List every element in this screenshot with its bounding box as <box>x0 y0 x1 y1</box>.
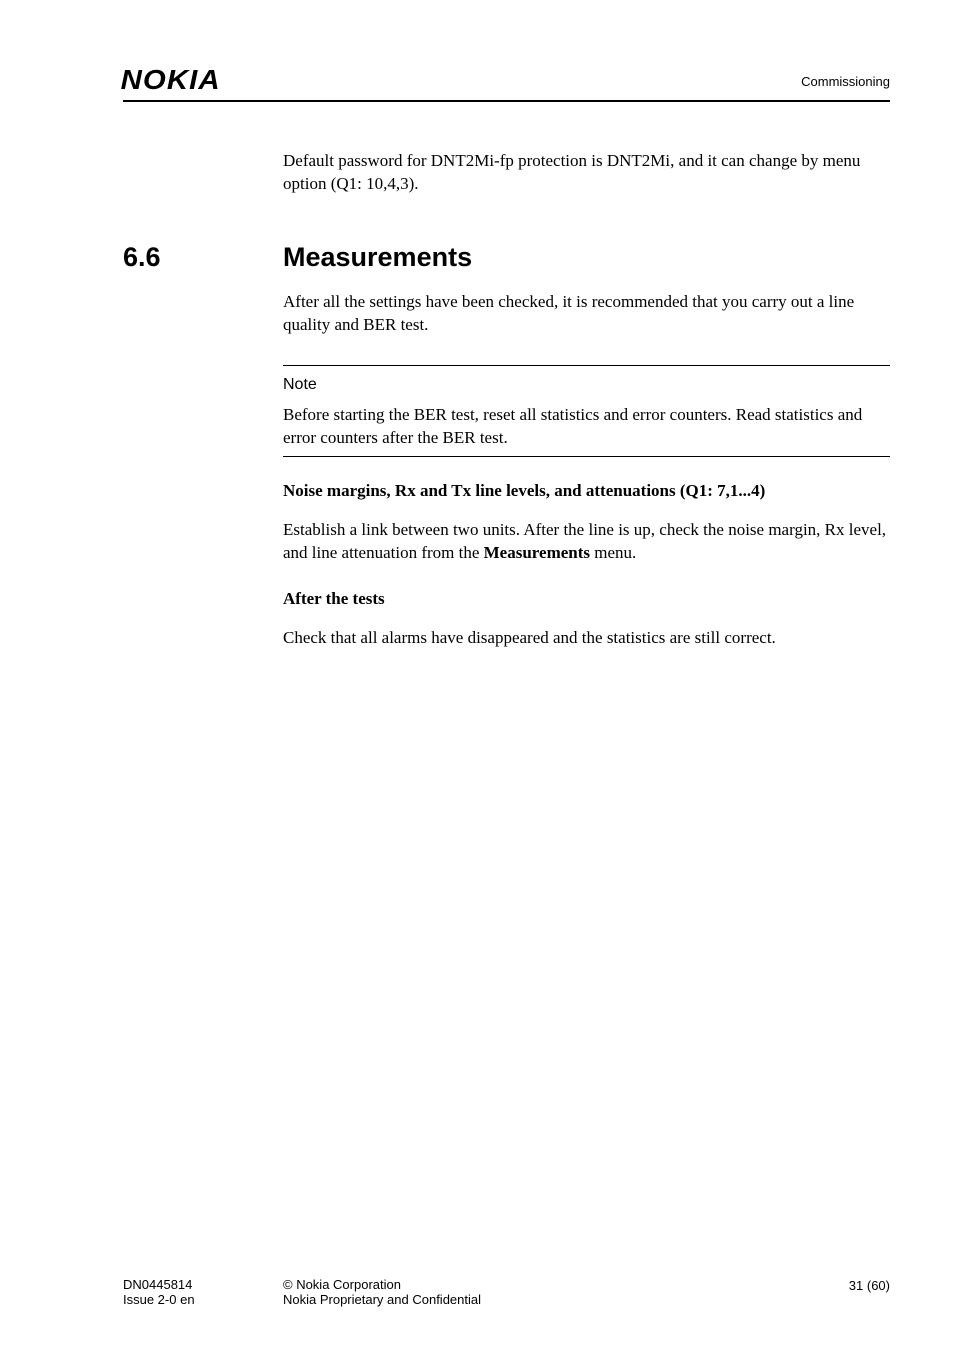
section-title: Measurements <box>283 242 472 273</box>
after-tests-paragraph: Check that all alarms have disappeared a… <box>283 627 890 650</box>
header-section-label: Commissioning <box>801 74 890 89</box>
noise-margins-paragraph: Establish a link between two units. Afte… <box>283 519 890 565</box>
note-bottom-rule <box>283 456 890 457</box>
note-label: Note <box>283 376 890 394</box>
nokia-logo: NOKIA <box>121 64 221 96</box>
intro-paragraph: Default password for DNT2Mi-fp protectio… <box>283 150 890 196</box>
footer-copyright: © Nokia Corporation <box>283 1277 481 1292</box>
note-top-rule <box>283 365 890 366</box>
note-block: Note Before starting the BER test, reset… <box>283 365 890 457</box>
footer-doc-id: DN0445814 <box>123 1277 195 1292</box>
subheading-after-tests: After the tests <box>283 589 890 609</box>
measurements-menu-ref: Measurements <box>484 543 590 562</box>
section-heading: 6.6 Measurements <box>123 242 890 273</box>
note-body: Before starting the BER test, reset all … <box>283 404 890 450</box>
header-divider <box>123 100 890 102</box>
footer-page-number: 31 (60) <box>849 1278 890 1293</box>
noise-margins-text-post: menu. <box>590 543 636 562</box>
subheading-noise-margins: Noise margins, Rx and Tx line levels, an… <box>283 481 890 501</box>
footer-confidential: Nokia Proprietary and Confidential <box>283 1292 481 1307</box>
footer-issue: Issue 2-0 en <box>123 1292 195 1307</box>
section-intro-paragraph: After all the settings have been checked… <box>283 291 890 337</box>
section-number: 6.6 <box>123 242 283 273</box>
